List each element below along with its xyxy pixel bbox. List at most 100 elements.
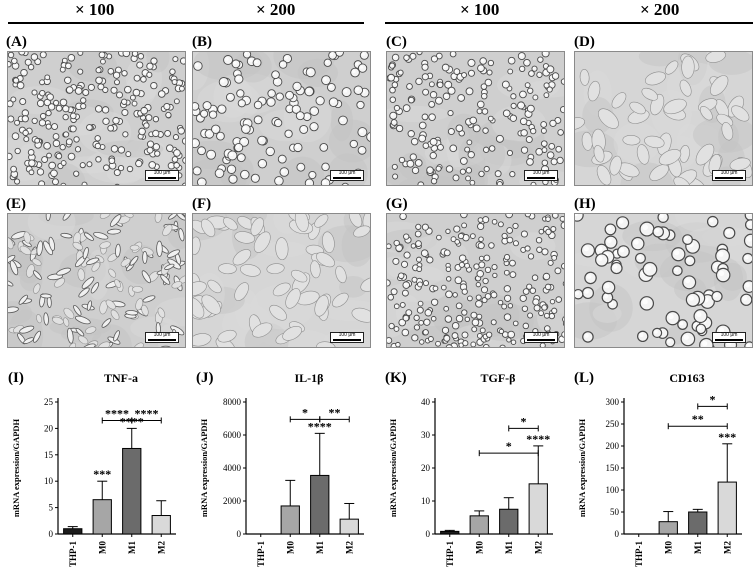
magnification-label-200-left: × 200 — [256, 0, 296, 19]
x-tick-label: M0 — [474, 541, 484, 554]
micrograph-g: 100 μm — [386, 213, 565, 348]
magnification-label-200-right: × 200 — [640, 0, 680, 19]
micrograph-d: 100 μm — [574, 51, 753, 186]
panel-label: (L) — [574, 370, 594, 386]
micrograph-e: 100 μm — [7, 213, 186, 348]
y-tick-label: 15 — [44, 450, 54, 460]
cell-texture — [8, 52, 185, 185]
x-tick-label: M1 — [504, 541, 514, 554]
chart-j: (J) IL-1β mRNA expression/GAPDH 0 2000 4000 60… — [188, 368, 376, 588]
bar-m0 — [469, 515, 489, 535]
micrograph-f: 100 μm — [192, 213, 371, 348]
y-tick-label: 10 — [44, 476, 54, 486]
bar-m2 — [528, 483, 548, 535]
y-tick-label: 150 — [606, 463, 620, 473]
x-tick-label: M1 — [127, 541, 137, 554]
y-tick-label: 5 — [49, 503, 54, 513]
y-tick-label: 200 — [606, 441, 620, 451]
bar-m0 — [280, 505, 300, 535]
scale-bar: 100 μm — [145, 332, 179, 343]
scale-bar: 100 μm — [524, 332, 558, 343]
micrograph-c: 100 μm — [386, 51, 565, 186]
y-tick-label: 8000 — [223, 397, 242, 407]
cell-texture — [387, 214, 564, 347]
chart-k: (K) TGF-β mRNA expression/GAPDH 0 10 20 30 40 TH… — [377, 368, 565, 588]
micrograph-a: 100 μm — [7, 51, 186, 186]
bar-m2 — [151, 515, 171, 535]
bar-m1 — [122, 447, 142, 535]
bar-m1 — [688, 511, 708, 535]
header-divider-left — [8, 22, 364, 24]
x-tick-label: M1 — [315, 541, 325, 554]
y-tick-label: 20 — [421, 463, 431, 473]
y-axis-label: mRNA expression/GAPDH — [199, 418, 209, 517]
y-tick-label: 25 — [44, 397, 54, 407]
y-tick-label: 0 — [426, 529, 431, 539]
bar-m2 — [339, 518, 359, 535]
scale-bar: 100 μm — [524, 170, 558, 181]
y-tick-label: 40 — [421, 397, 431, 407]
significance-label: * — [506, 439, 512, 453]
chart-l: (L) CD163 mRNA expression/GAPDH 0 50 100 150 20… — [566, 368, 754, 588]
bar-thp1 — [63, 528, 83, 535]
y-tick-label: 0 — [237, 529, 242, 539]
bar-m1 — [499, 508, 519, 535]
cell-texture — [575, 214, 752, 347]
significance-label: *** — [718, 430, 736, 444]
scale-bar: 100 μm — [712, 170, 746, 181]
x-tick-label: THP-1 — [445, 541, 455, 567]
y-tick-label: 0 — [615, 529, 620, 539]
panel-label: (K) — [385, 370, 407, 386]
y-tick-label: 50 — [610, 507, 620, 517]
scale-bar: 100 μm — [330, 332, 364, 343]
panel-label-d: (D) — [574, 34, 595, 50]
cell-texture — [193, 214, 370, 347]
y-tick-label: 250 — [606, 419, 620, 429]
bar-m1 — [310, 474, 330, 535]
micrograph-h: 100 μm — [574, 213, 753, 348]
chart-title: CD163 — [669, 371, 704, 385]
y-tick-label: 30 — [421, 430, 431, 440]
x-tick-label: M2 — [533, 541, 543, 554]
x-tick-label: M2 — [156, 541, 166, 554]
panel-label-g: (G) — [386, 196, 408, 212]
chart-svg: (J) IL-1β mRNA expression/GAPDH 0 2000 4000 60… — [196, 370, 364, 567]
significance-label: * — [521, 414, 527, 428]
x-tick-label: THP-1 — [634, 541, 644, 567]
y-tick-label: 0 — [49, 529, 54, 539]
significance-label: * — [302, 405, 308, 419]
significance-label: * — [710, 392, 716, 406]
significance-label: **** — [105, 406, 129, 420]
panel-label-e: (E) — [6, 196, 26, 212]
micrograph-b: 100 μm — [192, 51, 371, 186]
cell-texture — [575, 52, 752, 185]
panel-label-c: (C) — [386, 34, 407, 50]
cell-texture — [387, 52, 564, 185]
scale-bar: 100 μm — [712, 332, 746, 343]
x-tick-label: M0 — [97, 541, 107, 554]
chart-svg: (I) TNF-a mRNA expression/GAPDH 0 5 10 15 20 25 T… — [8, 370, 176, 567]
y-tick-label: 10 — [421, 496, 431, 506]
magnification-label-100-right: × 100 — [460, 0, 500, 19]
panel-label-f: (F) — [192, 196, 212, 212]
bar-thp1 — [440, 530, 460, 535]
chart-title: IL-1β — [295, 371, 324, 385]
chart-title: TGF-β — [481, 371, 516, 385]
chart-i: (I) TNF-a mRNA expression/GAPDH 0 5 10 15 20 25 T… — [0, 368, 188, 588]
x-tick-label: M1 — [693, 541, 703, 554]
y-tick-label: 4000 — [223, 463, 242, 473]
scale-bar: 100 μm — [145, 170, 179, 181]
cell-texture — [8, 214, 185, 347]
significance-label: **** — [526, 432, 550, 446]
x-tick-label: M2 — [344, 541, 354, 554]
bar-m0 — [92, 499, 112, 535]
header-divider-right — [385, 22, 753, 24]
x-tick-label: M0 — [285, 541, 295, 554]
y-tick-label: 20 — [44, 423, 54, 433]
panel-label-b: (B) — [192, 34, 212, 50]
scale-bar: 100 μm — [330, 170, 364, 181]
panel-label: (I) — [8, 370, 24, 386]
bar-m2 — [717, 481, 737, 535]
y-tick-label: 2000 — [223, 496, 242, 506]
x-tick-label: M0 — [663, 541, 673, 554]
